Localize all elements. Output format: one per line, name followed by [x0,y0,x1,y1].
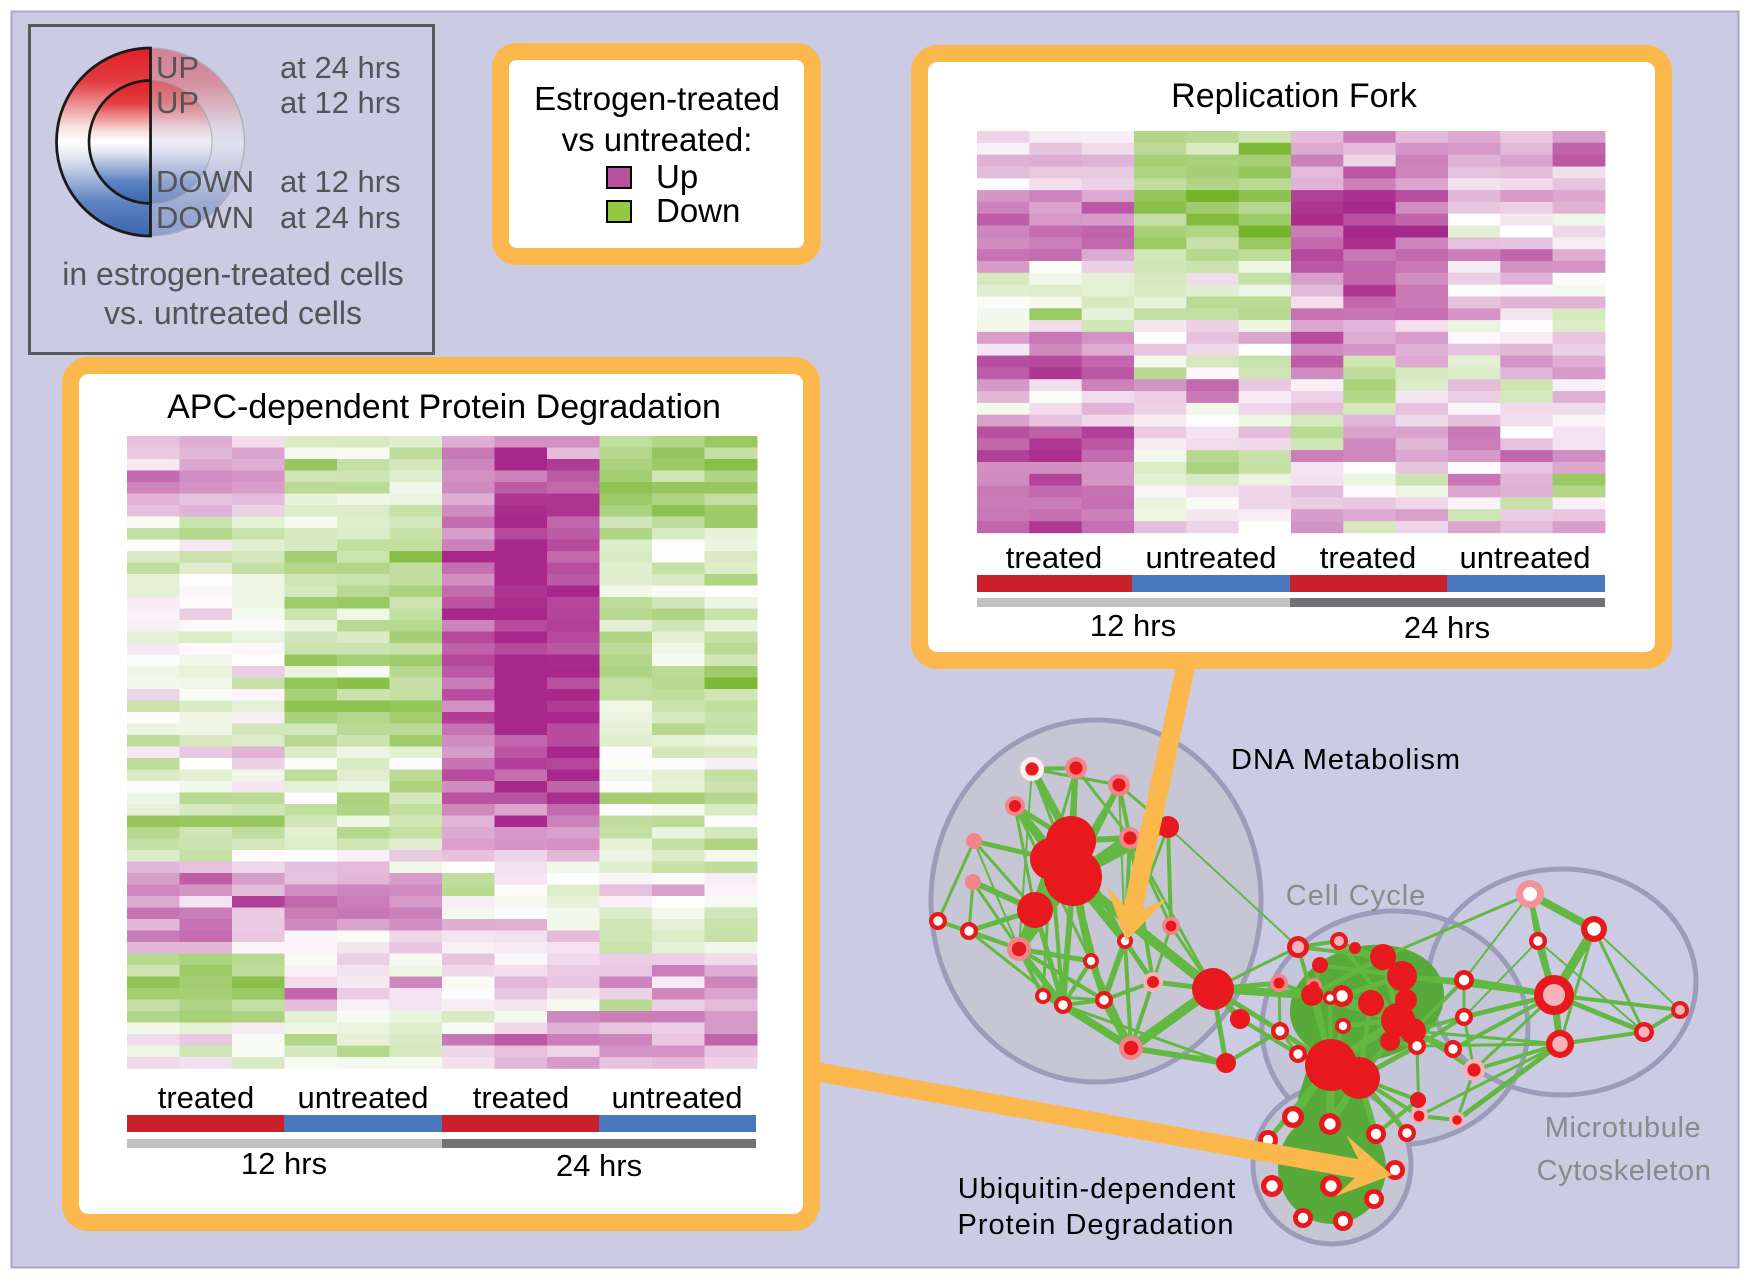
svg-text:in estrogen-treated cells: in estrogen-treated cells [62,256,404,292]
svg-text:at 24 hrs: at 24 hrs [280,50,401,85]
svg-text:untreated: untreated [612,1080,743,1115]
svg-text:at 24 hrs: at 24 hrs [280,200,401,235]
svg-text:vs. untreated cells: vs. untreated cells [104,295,362,331]
svg-text:DOWN: DOWN [156,164,254,199]
svg-text:24 hrs: 24 hrs [556,1148,642,1183]
svg-text:untreated: untreated [1460,540,1591,575]
svg-text:UP: UP [156,50,199,85]
svg-text:treated: treated [473,1080,570,1115]
svg-text:vs untreated:: vs untreated: [562,121,753,158]
svg-text:DNA Metabolism: DNA Metabolism [1231,744,1461,776]
svg-text:Protein Degradation: Protein Degradation [958,1209,1235,1241]
svg-text:APC-dependent Protein Degradat: APC-dependent Protein Degradation [167,388,721,426]
svg-text:treated: treated [1006,540,1103,575]
svg-text:12 hrs: 12 hrs [1090,608,1176,643]
svg-text:Microtubule: Microtubule [1545,1112,1702,1144]
svg-text:treated: treated [1320,540,1417,575]
svg-text:12 hrs: 12 hrs [241,1146,327,1181]
svg-text:untreated: untreated [1146,540,1277,575]
svg-text:Ubiquitin-dependent: Ubiquitin-dependent [958,1173,1237,1205]
svg-text:Cytoskeleton: Cytoskeleton [1537,1155,1712,1187]
svg-text:UP: UP [156,85,199,120]
svg-text:at 12 hrs: at 12 hrs [280,164,401,199]
svg-text:24 hrs: 24 hrs [1404,610,1490,645]
svg-text:Cell Cycle: Cell Cycle [1286,880,1427,912]
svg-text:treated: treated [158,1080,255,1115]
svg-text:Replication Fork: Replication Fork [1171,77,1418,115]
svg-text:Up: Up [656,158,698,195]
svg-text:untreated: untreated [298,1080,429,1115]
svg-text:Estrogen-treated: Estrogen-treated [534,80,780,117]
svg-text:Down: Down [656,192,740,229]
svg-text:DOWN: DOWN [156,200,254,235]
svg-text:at 12 hrs: at 12 hrs [280,85,401,120]
